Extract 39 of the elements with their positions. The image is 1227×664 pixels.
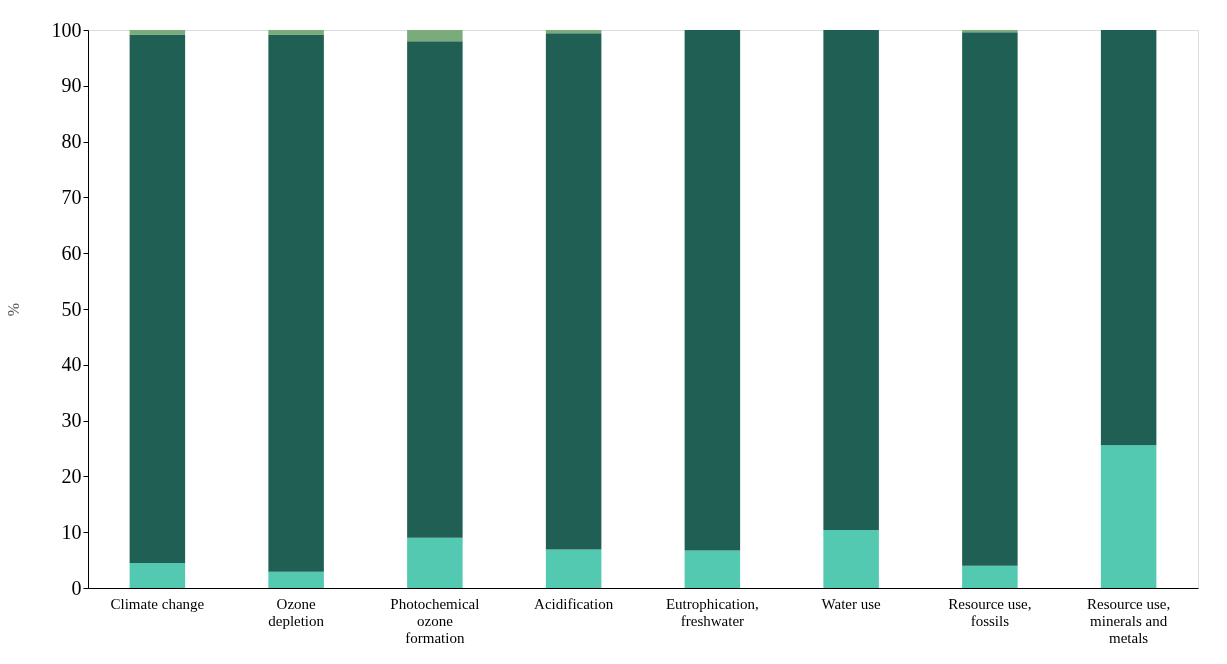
y-tick-label: 50 (61, 297, 82, 320)
bar (268, 571, 324, 588)
bar (823, 30, 879, 530)
x-tick-label: Climate change (110, 595, 205, 612)
y-tick-label: 20 (61, 464, 82, 487)
bar (407, 41, 463, 538)
bar (962, 32, 1018, 566)
y-tick-label: 70 (61, 185, 82, 208)
y-tick-label: 80 (61, 130, 82, 153)
x-tick-label: Eutrophication, freshwater (665, 595, 759, 629)
y-tick-label: 40 (61, 353, 82, 376)
y-tick-label: 60 (61, 241, 82, 264)
bar (1100, 30, 1157, 446)
bar (1100, 445, 1157, 588)
x-tick-label: Water use (821, 595, 882, 612)
bar (684, 550, 741, 588)
bar (407, 30, 463, 42)
bar (545, 549, 602, 588)
bar (129, 34, 186, 563)
bar (268, 30, 324, 35)
bar (268, 34, 324, 572)
bar (407, 537, 463, 588)
y-tick-label: 90 (61, 74, 82, 97)
x-tick-label: Resource use, fossils (948, 595, 1032, 629)
bar (823, 529, 879, 588)
bar (129, 562, 186, 588)
y-tick-label: 10 (61, 520, 82, 543)
x-tick-label: Ozone depletion (268, 595, 325, 629)
y-tick-label: 0 (71, 576, 82, 599)
y-tick-label: 100 (51, 18, 82, 41)
bar (962, 565, 1018, 588)
x-tick-label: Resource use, minerals and metals (1086, 595, 1171, 646)
x-tick-label: Photochemical ozone formation (390, 595, 480, 646)
bar (684, 30, 741, 551)
x-tick-label: Acidification (534, 595, 614, 612)
bar (545, 33, 602, 550)
y-axis-title: % (4, 302, 22, 317)
y-tick-label: 30 (61, 409, 82, 432)
bar (962, 30, 1018, 33)
